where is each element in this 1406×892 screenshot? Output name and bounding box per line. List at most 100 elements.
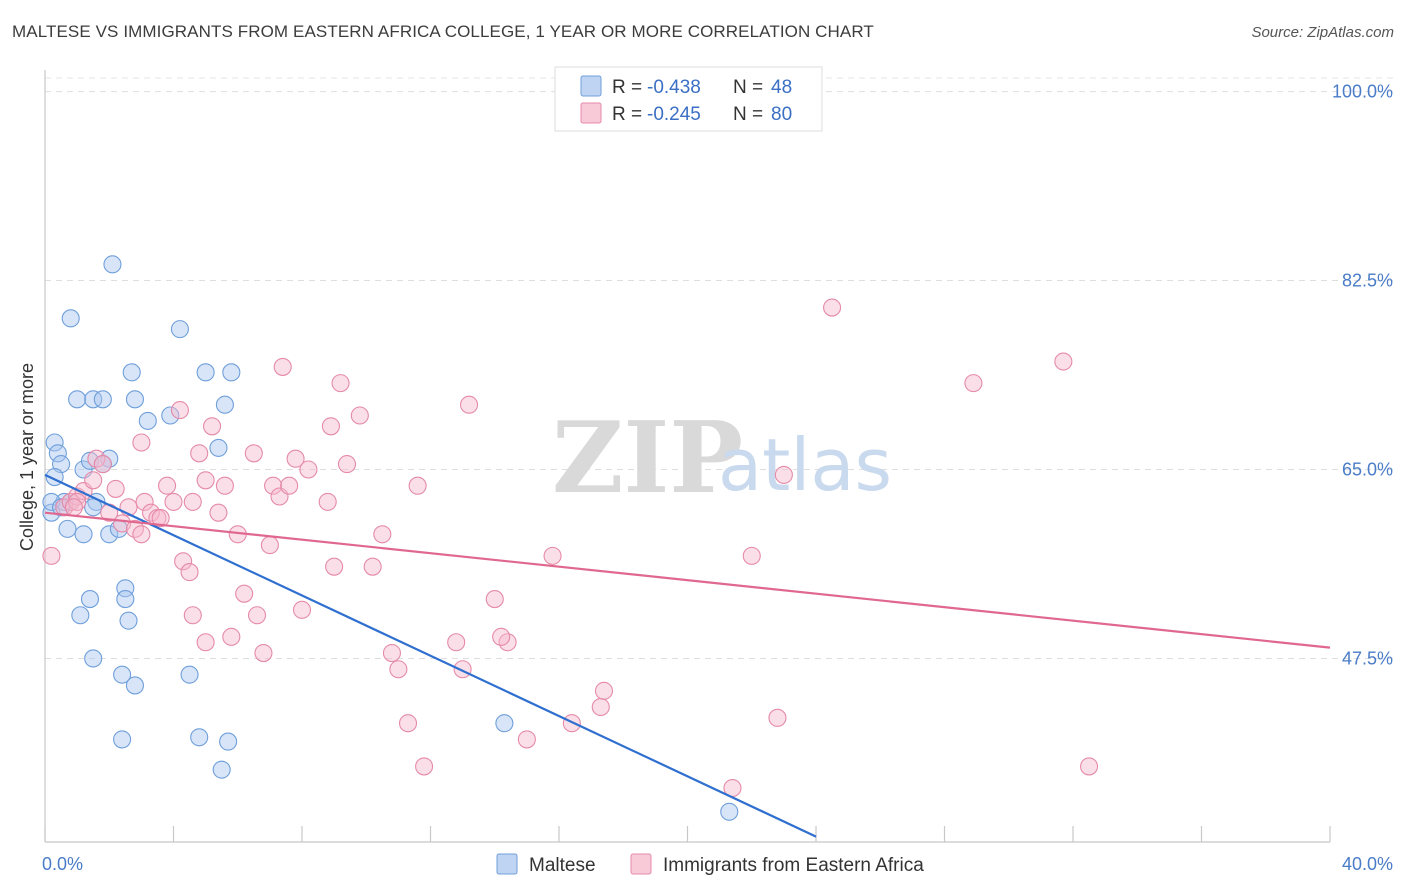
legend-r-label-2: R =	[612, 104, 642, 125]
eastern-africa-point-49	[447, 633, 466, 652]
maltese-point-20	[103, 255, 122, 274]
eastern-africa-point-77	[64, 498, 83, 517]
eastern-africa-point-56	[543, 546, 562, 565]
eastern-africa-point-72	[1080, 757, 1099, 776]
maltese-point-43	[495, 714, 514, 733]
eastern-africa-point-21	[190, 444, 209, 463]
series-legend-swatch-maltese	[496, 853, 518, 875]
maltese-point-24	[161, 406, 180, 425]
eastern-africa-point-60	[196, 633, 215, 652]
eastern-africa-point-0	[42, 546, 61, 565]
watermark-zip: ZIP	[552, 401, 743, 516]
series-legend-label-maltese: Maltese	[529, 855, 596, 876]
eastern-africa-point-16	[158, 476, 177, 495]
chart-title: MALTESE VS IMMIGRANTS FROM EASTERN AFRIC…	[12, 22, 874, 41]
maltese-point-22	[125, 390, 144, 409]
gridlines	[45, 77, 1394, 659]
maltese-point-17	[100, 525, 119, 544]
maltese-trend-line	[44, 473, 817, 838]
maltese-point-26	[196, 363, 215, 382]
x-tick-labels: 0.0% 40.0%	[42, 854, 1393, 874]
eastern-africa-point-69	[823, 298, 842, 317]
legend-n-value-eastern-africa: 80	[771, 104, 792, 125]
eastern-africa-point-38	[331, 374, 350, 393]
eastern-africa-point-36	[318, 492, 337, 511]
series-legend-swatch-eastern-africa	[630, 853, 652, 875]
eastern-africa-point-54	[492, 627, 511, 646]
maltese-point-16	[74, 525, 93, 544]
eastern-africa-point-71	[1054, 352, 1073, 371]
watermark-atlas: atlas	[718, 423, 892, 507]
eastern-africa-point-42	[363, 557, 382, 576]
maltese-point-33	[116, 590, 135, 609]
eastern-africa-point-18	[174, 552, 193, 571]
eastern-africa-point-23	[203, 417, 222, 436]
maltese-point-34	[119, 611, 138, 630]
eastern-africa-point-35	[273, 357, 292, 376]
eastern-africa-point-20	[183, 492, 202, 511]
eastern-africa-point-59	[594, 681, 614, 700]
eastern-africa-point-47	[408, 476, 427, 495]
eastern-africa-point-41	[350, 406, 369, 425]
legend-r-label: R =	[612, 77, 642, 98]
eastern-africa-point-22	[196, 471, 215, 490]
eastern-africa-point-50	[453, 660, 472, 679]
eastern-africa-point-51	[459, 395, 479, 414]
watermark: ZIP atlas	[552, 401, 892, 516]
eastern-africa-point-32	[286, 449, 305, 468]
y-axis-label: College, 1 year or more	[17, 363, 37, 551]
eastern-africa-point-31	[280, 476, 299, 495]
eastern-africa-point-70	[964, 374, 983, 393]
eastern-africa-point-62	[183, 606, 202, 625]
maltese-point-31	[71, 606, 90, 625]
eastern-africa-point-19	[180, 563, 199, 582]
eastern-africa-point-40	[325, 557, 344, 576]
data-points	[42, 255, 1099, 821]
eastern-africa-point-61	[222, 627, 241, 646]
eastern-africa-point-66	[742, 546, 761, 565]
legend-r-value-maltese: -0.438	[647, 77, 701, 98]
eastern-africa-point-68	[774, 465, 793, 484]
maltese-point-39	[113, 730, 132, 749]
eastern-africa-point-29	[264, 476, 283, 495]
eastern-africa-point-13	[135, 492, 154, 511]
eastern-africa-point-52	[485, 590, 504, 609]
maltese-point-23	[138, 411, 157, 430]
maltese-point-25	[170, 320, 189, 339]
eastern-africa-point-45	[389, 660, 408, 679]
series-legend-label-eastern-africa: Immigrants from Eastern Africa	[663, 855, 924, 876]
series-legend: Maltese Immigrants from Eastern Africa	[496, 853, 924, 876]
eastern-africa-point-8	[106, 479, 125, 498]
eastern-africa-point-79	[260, 536, 279, 555]
eastern-africa-point-64	[170, 401, 189, 420]
eastern-africa-point-37	[321, 417, 340, 436]
maltese-point-30	[80, 590, 100, 609]
maltese-point-15	[84, 498, 103, 517]
eastern-africa-point-63	[132, 433, 151, 452]
eastern-africa-point-67	[768, 708, 787, 727]
eastern-africa-point-78	[151, 509, 170, 528]
maltese-point-21	[122, 363, 141, 382]
y-tick-label-0: 47.5%	[1342, 648, 1393, 668]
maltese-point-40	[190, 728, 209, 747]
eastern-africa-point-5	[84, 471, 103, 490]
source-label: Source: ZipAtlas.com	[1251, 24, 1394, 41]
eastern-africa-point-26	[235, 584, 254, 603]
maltese-point-19	[61, 309, 80, 328]
maltese-point-29	[209, 438, 228, 457]
maltese-point-37	[125, 676, 144, 695]
eastern-africa-trend-line	[44, 511, 1331, 649]
maltese-point-0	[45, 433, 64, 452]
axes	[44, 70, 1331, 843]
maltese-point-38	[180, 665, 199, 684]
maltese-point-7	[68, 390, 87, 409]
maltese-point-32	[116, 579, 135, 598]
y-tick-label-3: 100.0%	[1332, 82, 1393, 102]
maltese-point-9	[93, 390, 112, 409]
eastern-africa-point-46	[398, 714, 418, 733]
eastern-africa-point-12	[132, 525, 151, 544]
eastern-africa-point-34	[299, 460, 318, 479]
x-tick-label-min: 0.0%	[42, 854, 83, 874]
eastern-africa-point-25	[215, 476, 234, 495]
